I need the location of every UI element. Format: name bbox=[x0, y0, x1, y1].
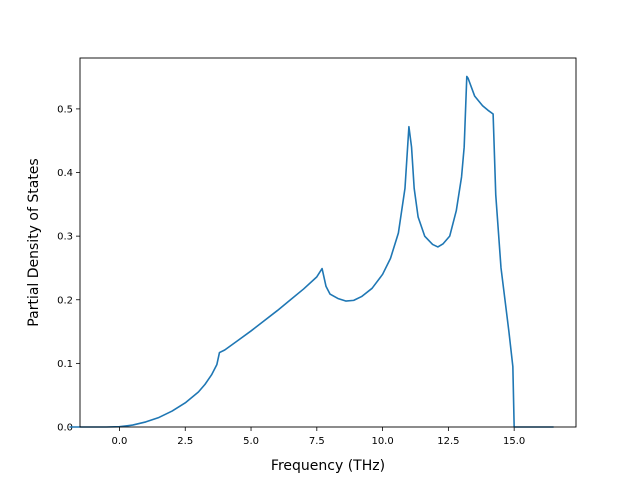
x-tick-label: 12.5 bbox=[437, 436, 459, 447]
y-tick-label: 0.4 bbox=[57, 168, 73, 179]
x-tick-label: 2.5 bbox=[177, 436, 193, 447]
y-tick-label: 0.2 bbox=[57, 295, 73, 306]
y-tick-label: 0.3 bbox=[57, 232, 73, 243]
x-tick-label: 5.0 bbox=[243, 436, 259, 447]
y-tick-label: 0.1 bbox=[57, 359, 73, 370]
x-tick-label: 7.5 bbox=[309, 436, 325, 447]
y-tick-label: 0.0 bbox=[57, 423, 73, 434]
x-tick-label: 0.0 bbox=[112, 436, 128, 447]
y-axis-ticks: 0.0 0.1 0.2 0.3 0.4 0.5 bbox=[57, 104, 80, 434]
plot-area bbox=[80, 58, 576, 427]
x-axis-ticks: 0.0 2.5 5.0 7.5 10.0 12.5 15.0 bbox=[112, 427, 525, 447]
x-tick-label: 10.0 bbox=[371, 436, 393, 447]
pdos-series-line bbox=[69, 75, 554, 428]
y-axis-label: Partial Density of States bbox=[26, 158, 42, 326]
x-tick-label: 15.0 bbox=[503, 436, 525, 447]
y-tick-label: 0.5 bbox=[57, 104, 73, 115]
plot-frame bbox=[79, 57, 577, 428]
x-axis-label: Frequency (THz) bbox=[271, 458, 385, 474]
